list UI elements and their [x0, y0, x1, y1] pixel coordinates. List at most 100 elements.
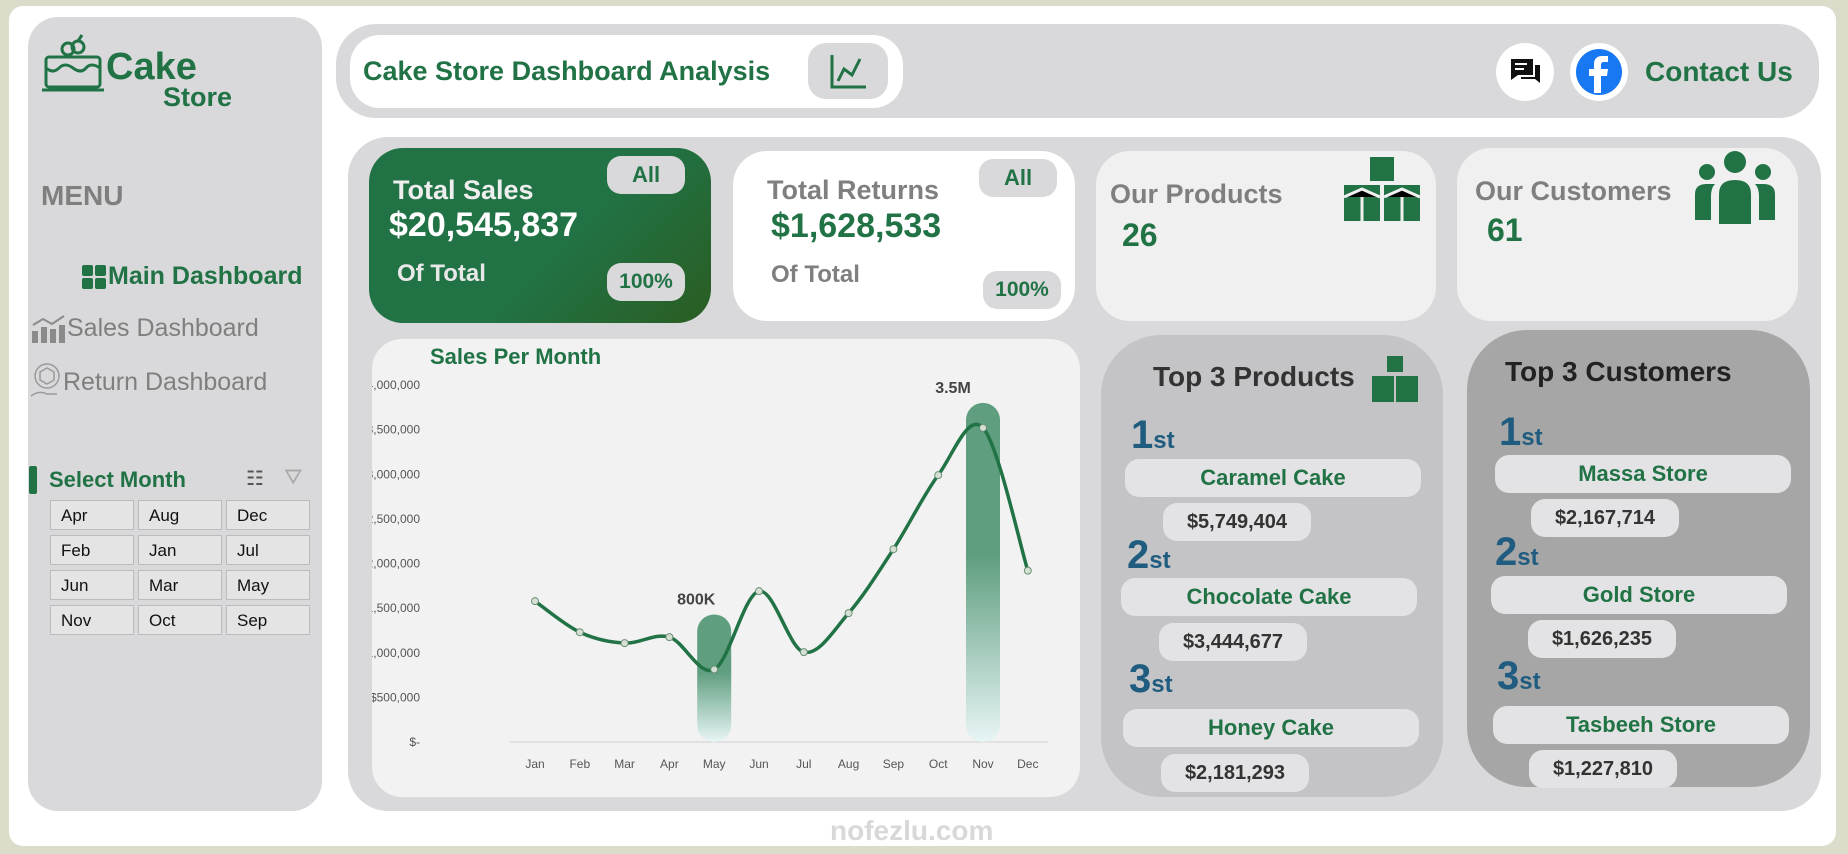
month-slicer: Apr Aug Dec Feb Jan Jul Jun Mar May Nov …: [50, 500, 310, 635]
slicer-month[interactable]: Apr: [50, 500, 134, 530]
x-tick-label: Nov: [972, 757, 993, 771]
slicer-month[interactable]: Aug: [138, 500, 222, 530]
y-tick-label: $1,000,000: [372, 646, 420, 660]
filter-all-pill[interactable]: All: [607, 156, 685, 194]
top-products-title: Top 3 Products: [1153, 361, 1355, 392]
data-point-may: [710, 665, 719, 674]
y-tick-label: $-: [409, 735, 420, 749]
rank-number: 3: [1497, 654, 1520, 698]
chart-title: Sales Per Month: [430, 344, 602, 369]
brand-line2: Store: [163, 82, 233, 112]
x-tick-label: Feb: [569, 757, 590, 771]
x-tick-label: May: [703, 757, 726, 771]
kpi-value: $20,545,837: [389, 206, 579, 244]
top-customers-title: Top 3 Customers: [1505, 356, 1732, 387]
slicer-month[interactable]: Jun: [50, 570, 134, 600]
x-tick-label: Dec: [1017, 757, 1038, 771]
rank-label: 2st: [1127, 533, 1171, 578]
y-tick-label: $4,000,000: [372, 378, 420, 392]
grid-icon: [82, 264, 106, 289]
x-tick-label: Jun: [749, 757, 768, 771]
rank-number: 2: [1127, 533, 1150, 577]
slicer-month[interactable]: Sep: [226, 605, 310, 635]
kpi-title: Our Products: [1110, 179, 1283, 209]
slicer-month[interactable]: Jul: [226, 535, 310, 565]
clear-filter-icon[interactable]: ⛛: [284, 464, 303, 489]
kpi-value: 26: [1122, 217, 1158, 253]
product-name: Honey Cake: [1123, 709, 1419, 747]
customer-name: Tasbeeh Store: [1493, 706, 1789, 744]
kpi-total-sales: Total Sales $20,545,837 Of Total All 100…: [369, 148, 711, 323]
sales-line: [533, 422, 1030, 673]
sales-line-chart: $- $500,000 $1,000,000 $1,500,000 $2,000,000…: [372, 378, 1048, 771]
y-tick-label: $500,000: [372, 690, 420, 704]
slicer-accent-bar: [29, 466, 37, 494]
y-tick-label: $1,500,000: [372, 601, 420, 615]
data-point-mar: [620, 639, 629, 648]
slicer-month[interactable]: May: [226, 570, 310, 600]
page-title: Cake Store Dashboard Analysis: [363, 56, 771, 86]
y-tick-label: $3,000,000: [372, 467, 420, 481]
sidebar-item-sales-dashboard[interactable]: Sales Dashboard: [31, 314, 259, 343]
line-chart-icon: [830, 55, 866, 89]
product-value: $2,181,293: [1161, 754, 1309, 792]
sidebar-item-main-dashboard[interactable]: Main Dashboard: [82, 262, 302, 291]
slicer-month[interactable]: Dec: [226, 500, 310, 530]
rank-suffix: st: [1519, 668, 1541, 695]
kpi-title: Total Sales: [393, 175, 534, 205]
kpi-title: Total Returns: [767, 175, 940, 205]
rank-label: 3st: [1497, 654, 1541, 699]
watermark: nofezlu.com: [830, 815, 994, 846]
facebook-button[interactable]: [1570, 43, 1628, 101]
highlight-label: 800K: [677, 591, 716, 608]
kpi-title: Our Customers: [1475, 176, 1672, 206]
rank-number: 1: [1499, 410, 1522, 454]
slicer-month[interactable]: Jan: [138, 535, 222, 565]
facebook-icon: [1576, 49, 1622, 95]
data-point-aug: [844, 609, 853, 618]
product-value: $5,749,404: [1163, 503, 1311, 541]
customer-value: $2,167,714: [1531, 499, 1679, 537]
data-point-sep: [889, 545, 898, 554]
filter-all-pill[interactable]: All: [979, 159, 1057, 197]
y-tick-label: $2,000,000: [372, 557, 420, 571]
slicer-month[interactable]: Mar: [138, 570, 222, 600]
chart-icon-button[interactable]: [808, 43, 888, 99]
slicer-month[interactable]: Feb: [50, 535, 134, 565]
data-point-apr: [665, 633, 674, 642]
slicer-month[interactable]: Nov: [50, 605, 134, 635]
pct-pill: 100%: [607, 263, 685, 301]
rank-number: 2: [1495, 530, 1518, 574]
chat-button[interactable]: [1496, 43, 1554, 101]
sidebar-item-return-dashboard[interactable]: Return Dashboard: [29, 362, 267, 402]
y-tick-label: $2,500,000: [372, 512, 420, 526]
data-point-nov: [979, 423, 987, 432]
rank-label: 3st: [1129, 657, 1173, 702]
rank-suffix: st: [1521, 424, 1543, 451]
rank-number: 3: [1129, 657, 1152, 701]
x-tick-label: Oct: [929, 757, 948, 771]
chat-icon: [1511, 59, 1540, 83]
kpi-total-returns: Total Returns $1,628,533 Of Total All 10…: [733, 151, 1075, 321]
rank-label: 2st: [1495, 530, 1539, 575]
customer-name: Massa Store: [1495, 455, 1791, 493]
highlight-label: 3.5M: [935, 380, 971, 397]
multi-select-icon[interactable]: ☷: [246, 468, 264, 490]
boxes-icon: [1372, 356, 1418, 402]
contact-us-link[interactable]: Contact Us: [1645, 56, 1793, 87]
sidebar-item-label: Sales Dashboard: [67, 314, 259, 342]
customer-value: $1,626,235: [1528, 620, 1676, 658]
rank-suffix: st: [1149, 547, 1171, 574]
slicer-month[interactable]: Oct: [138, 605, 222, 635]
menu-label: MENU: [41, 180, 124, 211]
data-point-dec: [1023, 566, 1032, 575]
product-value: $3,444,677: [1159, 623, 1307, 661]
customer-value: $1,227,810: [1529, 750, 1677, 788]
kpi-sub: Of Total: [771, 261, 860, 288]
product-name: Caramel Cake: [1125, 459, 1421, 497]
rank-suffix: st: [1151, 671, 1173, 698]
data-point-jan: [531, 597, 539, 606]
highlight-bar-nov: [966, 402, 1000, 742]
rank-number: 1: [1131, 413, 1154, 457]
cake-logo-icon: [42, 34, 104, 92]
